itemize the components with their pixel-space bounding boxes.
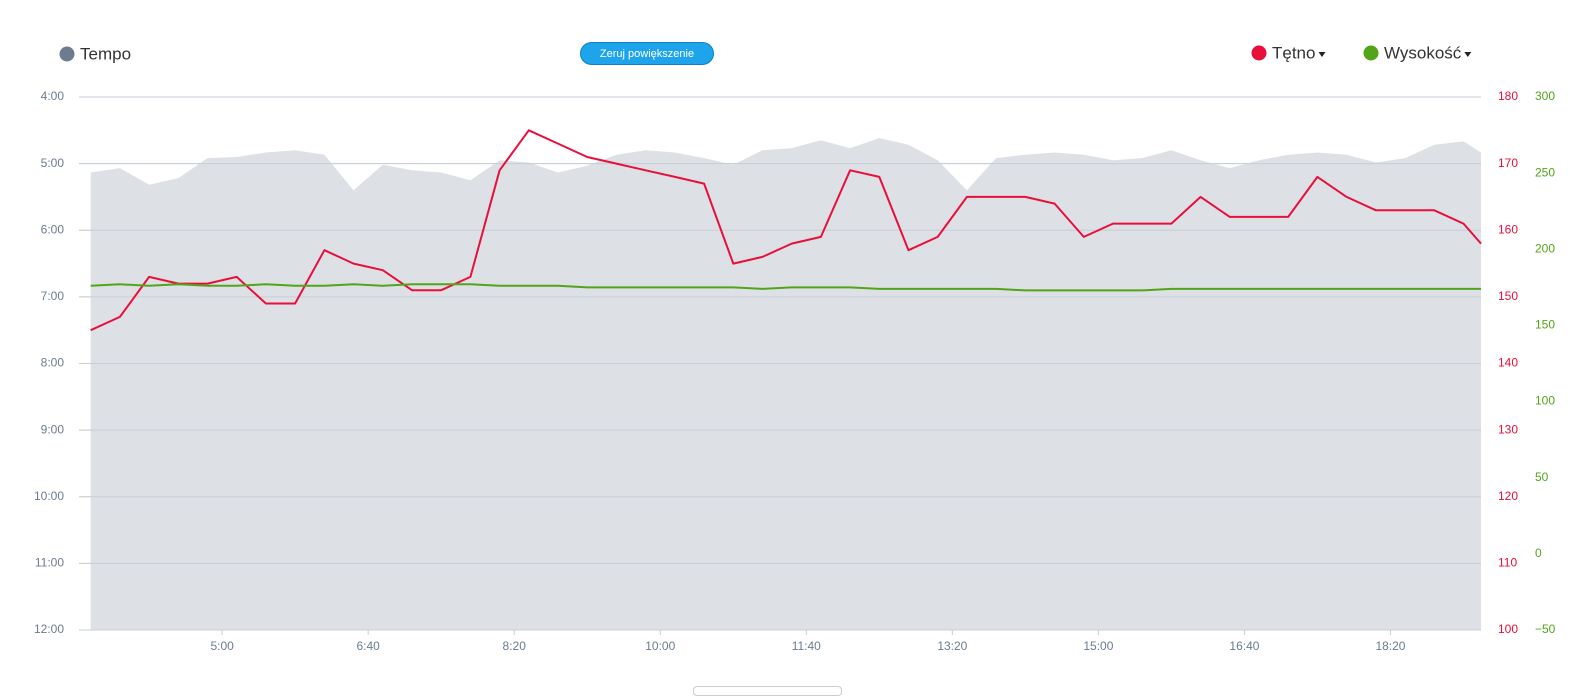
y3-tick-label: 300 — [1535, 89, 1555, 103]
y2-tick-label: 170 — [1498, 156, 1518, 170]
y3-tick-label: −50 — [1535, 622, 1556, 636]
x-tick-label: 8:20 — [503, 639, 527, 653]
series-line — [90, 129, 1482, 332]
x-tick-label: 16:40 — [1229, 639, 1259, 653]
legend-dropdown-arrow[interactable] — [1318, 52, 1326, 57]
y-tick-label: 10:00 — [34, 489, 64, 503]
y2-tick-label: 180 — [1498, 89, 1518, 103]
y3-tick-label: 200 — [1535, 241, 1555, 255]
y2-tick-label: 140 — [1498, 356, 1518, 370]
x-tick-label: 6:40 — [356, 639, 380, 653]
x-tick-label: 11:40 — [792, 639, 821, 653]
y-tick-label: 5:00 — [41, 156, 65, 170]
y2-tick-label: 120 — [1498, 489, 1518, 503]
x-tick-label: 10:00 — [645, 639, 675, 653]
x-tick-label: 18:20 — [1375, 639, 1405, 653]
y-tick-label: 7:00 — [41, 289, 65, 303]
y-tick-label: 8:00 — [41, 356, 65, 370]
x-tick-label: 5:00 — [210, 639, 234, 653]
legend-label[interactable]: Tętno — [1272, 43, 1315, 62]
range-selector[interactable] — [693, 686, 842, 696]
y2-tick-label: 110 — [1498, 556, 1517, 570]
y2-tick-label: 150 — [1498, 289, 1518, 303]
y-tick-label: 4:00 — [41, 89, 65, 103]
y-tick-label: 11:00 — [35, 556, 64, 570]
y2-tick-label: 160 — [1498, 222, 1518, 236]
y2-tick-label: 130 — [1498, 422, 1518, 436]
y3-tick-label: 100 — [1535, 394, 1555, 408]
y-tick-label: 6:00 — [41, 222, 65, 236]
pace-area — [90, 138, 1482, 630]
legend-dropdown-arrow[interactable] — [1464, 52, 1472, 57]
legend-label[interactable]: Wysokość — [1384, 43, 1462, 62]
y3-tick-label: 150 — [1535, 318, 1555, 332]
y3-tick-label: 250 — [1535, 165, 1555, 179]
legend-marker[interactable] — [59, 46, 75, 62]
x-tick-label: 15:00 — [1083, 639, 1113, 653]
y3-tick-label: 50 — [1535, 470, 1549, 484]
y-tick-label: 9:00 — [41, 422, 65, 436]
y2-tick-label: 100 — [1498, 622, 1518, 636]
legend-marker[interactable] — [1251, 45, 1267, 61]
y-tick-label: 12:00 — [34, 622, 64, 636]
legend-marker[interactable] — [1363, 45, 1379, 61]
legend-label[interactable]: Tempo — [80, 44, 131, 63]
y3-tick-label: 0 — [1535, 546, 1542, 560]
series-line — [90, 283, 1481, 292]
reset-zoom-button[interactable]: Zeruj powiększenie — [580, 42, 714, 65]
x-tick-label: 13:20 — [937, 639, 967, 653]
